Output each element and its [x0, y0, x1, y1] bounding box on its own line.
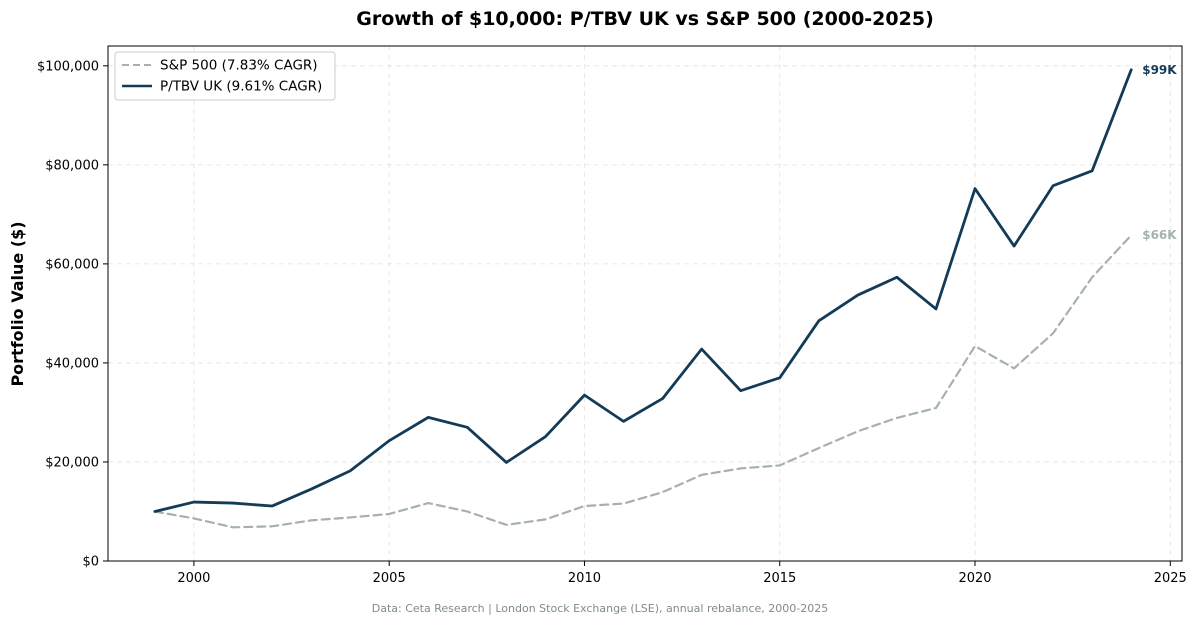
- y-tick-label-3: $60,000: [45, 257, 99, 272]
- y-tick-label-5: $100,000: [37, 59, 99, 74]
- x-tick-label-2005: 2005: [373, 571, 406, 586]
- legend-label-sp500: S&P 500 (7.83% CAGR): [160, 58, 318, 74]
- y-tick-label-1: $20,000: [45, 455, 99, 470]
- x-tick-label-2025: 2025: [1154, 571, 1187, 586]
- y-tick-label-4: $80,000: [45, 158, 99, 173]
- legend-label-ptbv-uk: P/TBV UK (9.61% CAGR): [160, 79, 322, 95]
- series-line-sp500: [153, 234, 1133, 529]
- legend-box: [114, 51, 336, 101]
- end-label-ptbv-uk: $99K: [1142, 63, 1177, 77]
- series-layer: [153, 68, 1133, 529]
- series-line-ptbv-uk: [153, 68, 1133, 513]
- y-tick-label-0: $0: [82, 555, 99, 570]
- y-tick-label-2: $40,000: [45, 356, 99, 371]
- x-tick-label-2010: 2010: [568, 571, 601, 586]
- legend: S&P 500 (7.83% CAGR) P/TBV UK (9.61% CAG…: [114, 51, 336, 101]
- source-note: Data: Ceta Research | London Stock Excha…: [372, 602, 829, 615]
- y-axis-label: Portfolio Value ($): [8, 221, 27, 386]
- x-tick-label-2000: 2000: [177, 571, 210, 586]
- x-tick-label-2020: 2020: [958, 571, 991, 586]
- end-label-layer: $66K $99K: [1142, 63, 1177, 242]
- chart-title: Growth of $10,000: P/TBV UK vs S&P 500 (…: [356, 8, 934, 30]
- end-label-sp500: $66K: [1142, 228, 1177, 242]
- plot-frame: [107, 45, 1183, 562]
- tick-layer: 2000 2005 2010 2015 2020 2025 $0 $20,000 $40,000…: [37, 59, 1187, 586]
- grid-layer: [108, 46, 1182, 562]
- x-tick-label-2015: 2015: [763, 571, 796, 586]
